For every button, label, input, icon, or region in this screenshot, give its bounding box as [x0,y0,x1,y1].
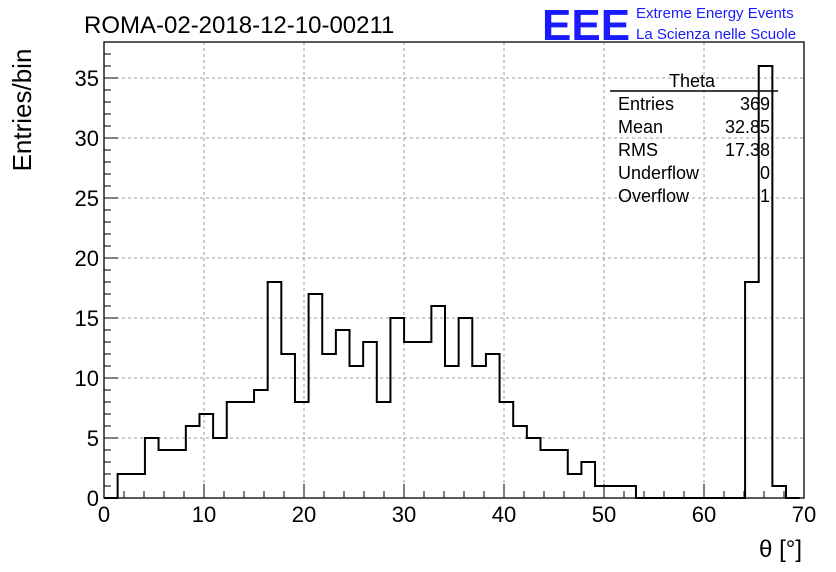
plot-frame [103,41,805,499]
histogram-bin [445,366,459,498]
eee-logo: EEE [542,1,630,50]
histogram-bin [431,306,445,498]
x-tick-label: 0 [98,502,110,527]
histogram-bin [390,318,404,498]
stats-value-entries: 369 [740,94,770,114]
histogram-bin [268,282,282,498]
stats-value-mean: 32.85 [725,117,770,137]
grid [104,42,804,498]
histogram-bin [186,426,200,498]
histogram-bin [745,282,759,498]
x-tick-label: 60 [692,502,716,527]
stats-value-overflow: 1 [760,186,770,206]
histogram-bin [404,342,418,498]
x-tick-label: 40 [492,502,516,527]
histogram-bin [554,450,568,498]
y-axis-label: Entries/bin [7,49,37,172]
histogram-bin [199,414,213,498]
histogram-bin [595,486,609,498]
histogram-bin [350,366,364,498]
histogram-bin [336,330,350,498]
org-name-line1: Extreme Energy Events [636,5,794,22]
histogram-bin [568,474,582,498]
histogram-bin [418,342,432,498]
y-tick-label: 30 [75,126,99,151]
histogram-bin [486,354,500,498]
histogram-bin [254,390,268,498]
histogram-bin [500,402,514,498]
histogram-bin [527,438,541,498]
y-tick-label: 35 [75,66,99,91]
y-tick-label: 10 [75,366,99,391]
y-tick-label: 5 [87,426,99,451]
x-tick-label: 20 [292,502,316,527]
histogram-bin [459,318,473,498]
histogram-bin [609,486,623,498]
x-tick-label: 70 [792,502,816,527]
histogram-bin [363,342,377,498]
histogram-bin [131,474,145,498]
histogram-bin [322,354,336,498]
run-title: ROMA-02-2018-12-10-00211 [84,12,394,39]
stats-value-rms: 17.38 [725,140,770,160]
histogram-bin [472,366,486,498]
y-tick-label: 0 [87,486,99,511]
stats-title: Theta [669,71,716,91]
org-name-line2: La Scienza nelle Scuole [636,26,796,43]
stats-value-underflow: 0 [760,163,770,183]
histogram-bin [540,450,554,498]
x-tick-label: 30 [392,502,416,527]
histogram-bin [145,438,159,498]
stats-label-overflow: Overflow [618,186,690,206]
histogram-bin [309,294,323,498]
histogram [104,65,800,499]
histogram-bin [581,462,595,498]
y-tick-label: 15 [75,306,99,331]
stats-label-underflow: Underflow [618,163,700,183]
histogram-bin [240,402,254,498]
y-tick-label: 25 [75,186,99,211]
stats-label-mean: Mean [618,117,663,137]
stats-box: Theta Entries 369 Mean 32.85 RMS 17.38 U… [610,71,778,206]
histogram-bin [377,402,391,498]
stats-label-entries: Entries [618,94,674,114]
histogram-bin [227,402,241,498]
y-tick-label: 20 [75,246,99,271]
histogram-bin [159,450,173,498]
x-tick-label: 10 [192,502,216,527]
histogram-bin [172,450,186,498]
x-axis-label: θ [°] [759,536,802,563]
histogram-bin [295,402,309,498]
histogram-bin [281,354,295,498]
histogram-bin [513,426,527,498]
histogram-bin [213,438,227,498]
stats-label-rms: RMS [618,140,658,160]
x-tick-label: 50 [592,502,616,527]
histogram-outline [104,65,800,499]
